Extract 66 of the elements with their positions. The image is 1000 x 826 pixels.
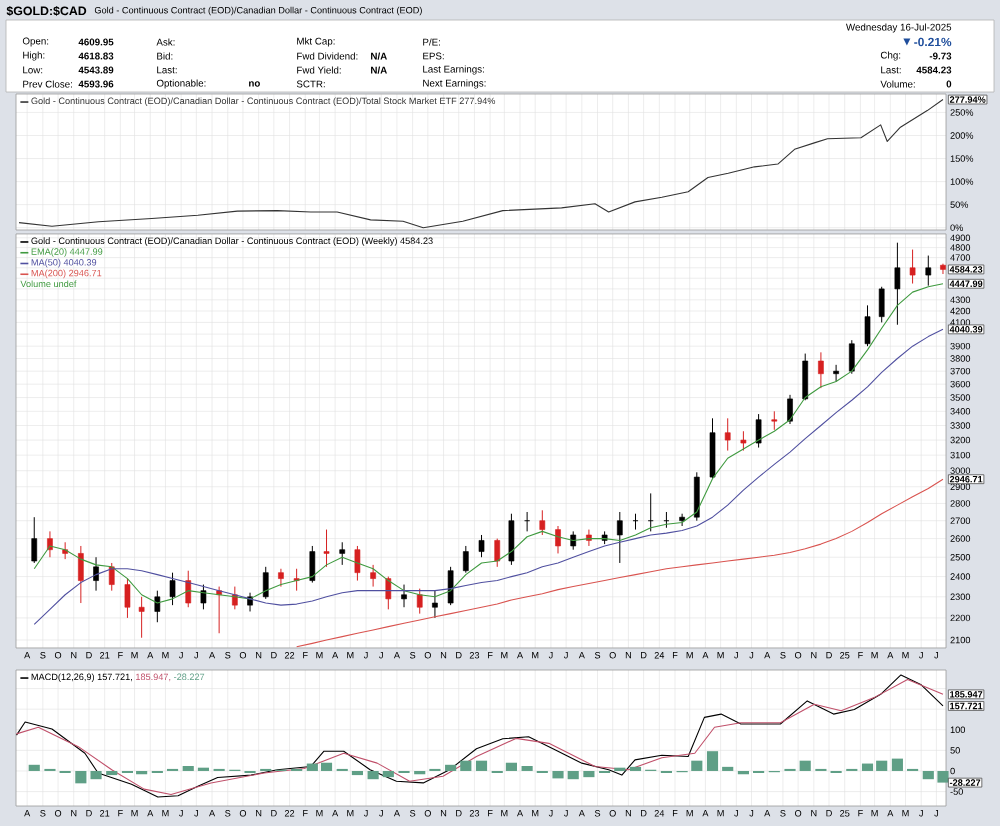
bar [75, 770, 87, 784]
bar [583, 770, 595, 778]
candlestick [740, 430, 747, 452]
candlestick [787, 394, 793, 425]
bar [90, 770, 102, 780]
candlestick [154, 590, 161, 623]
line-series [296, 478, 944, 648]
bar [475, 760, 488, 771]
candlestick [894, 242, 901, 326]
candlestick [709, 417, 716, 480]
bar [382, 770, 394, 778]
candlestick [940, 263, 946, 275]
bar [691, 760, 703, 771]
candlestick [555, 525, 561, 554]
candlestick [309, 545, 316, 584]
candlestick [447, 566, 454, 606]
bar [552, 770, 564, 779]
candlestick [909, 249, 916, 285]
candlestick [848, 339, 855, 375]
candlestick [693, 471, 700, 522]
candlestick [278, 568, 284, 588]
bar [460, 760, 472, 771]
candlestick [833, 364, 839, 383]
candlestick [478, 534, 485, 558]
candlestick [925, 255, 932, 287]
candlestick [31, 516, 38, 564]
candlestick [818, 351, 824, 389]
candlestick [679, 513, 685, 527]
candlestick [539, 509, 546, 536]
bar [706, 751, 719, 771]
bar [445, 764, 457, 771]
candlestick [370, 564, 376, 588]
candlestick [494, 538, 501, 568]
candlestick [724, 417, 731, 452]
candlestick [93, 556, 99, 592]
candlestick [570, 530, 577, 551]
candlestick [62, 541, 68, 560]
candlestick [508, 513, 515, 566]
bar [799, 760, 811, 771]
line-series [18, 99, 944, 229]
candlestick [401, 584, 407, 608]
candlestick [771, 410, 778, 431]
candlestick [124, 578, 131, 619]
candlestick [323, 529, 330, 568]
candlestick [462, 545, 469, 574]
bar [567, 770, 579, 780]
candlestick [78, 545, 84, 604]
bar [28, 764, 40, 771]
candlestick [169, 572, 176, 606]
candlestick [878, 286, 885, 323]
candlestick [354, 545, 361, 582]
candlestick [755, 413, 762, 449]
candlestick [864, 304, 871, 347]
candlestick [262, 566, 269, 600]
candlestick [108, 562, 115, 592]
bar [367, 770, 379, 780]
bar [505, 762, 517, 771]
candlestick [339, 541, 346, 566]
candlestick [416, 588, 423, 615]
candlestick [432, 590, 438, 619]
candlestick [200, 584, 207, 610]
bar [891, 758, 903, 771]
bar [351, 770, 363, 776]
candlestick [138, 596, 145, 639]
candlestick [616, 511, 623, 564]
bar [106, 770, 118, 776]
